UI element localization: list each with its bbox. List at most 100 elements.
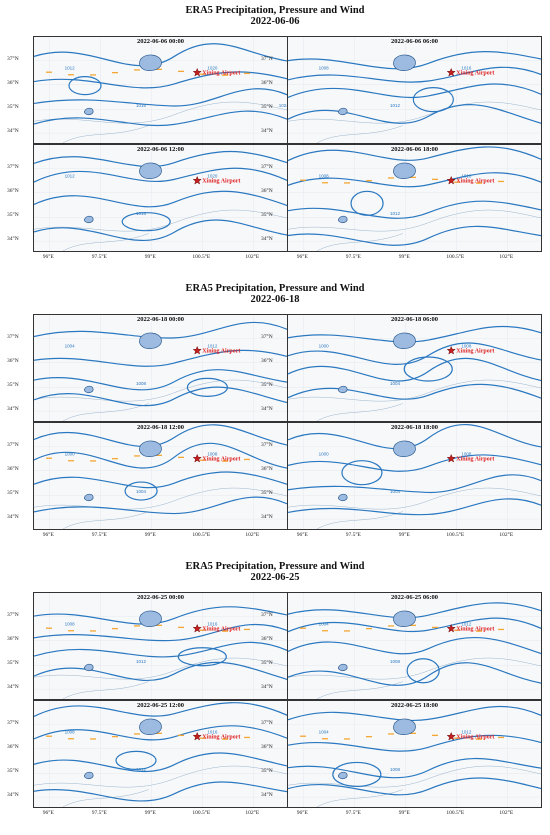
lon-tick-label: 96°E bbox=[296, 532, 308, 538]
boundary-line bbox=[288, 101, 541, 124]
lat-tick-label: 34°N bbox=[261, 684, 273, 691]
airport-star-icon bbox=[446, 175, 456, 185]
wind-arrow bbox=[410, 624, 416, 626]
lat-tick-label: 36°N bbox=[261, 357, 273, 364]
isobar bbox=[288, 146, 541, 162]
wind-arrow bbox=[388, 625, 394, 627]
wind-arrow bbox=[410, 732, 416, 734]
lon-tick-label: 96°E bbox=[296, 810, 308, 816]
boundary-line bbox=[288, 765, 541, 788]
wind-arrow bbox=[90, 74, 96, 76]
wind-arrow bbox=[68, 630, 74, 632]
lon-tick-label: 97.5°E bbox=[91, 254, 107, 260]
isobar bbox=[34, 190, 287, 208]
isobar bbox=[34, 88, 287, 107]
boundary-line bbox=[288, 209, 541, 232]
wind-arrow bbox=[344, 182, 350, 184]
map-panel: 1004 1008 1012 Xining Airport 2022-06-25 06:… bbox=[287, 592, 542, 700]
wind-arrow bbox=[244, 458, 250, 461]
wind-arrow bbox=[156, 624, 162, 626]
lat-tick-label: 37°N bbox=[7, 163, 19, 170]
lat-tick-label: 34°N bbox=[261, 236, 273, 243]
lat-tick-label: 35°N bbox=[7, 212, 19, 219]
lat-tick-label: 36°N bbox=[7, 187, 19, 194]
lat-tick-label: 36°N bbox=[7, 357, 19, 364]
boundary-line bbox=[288, 379, 541, 402]
lon-tick-label: 102°E bbox=[245, 810, 260, 816]
wind-arrow bbox=[322, 738, 328, 740]
panel-title: 2022-06-25 00:00 bbox=[136, 594, 185, 601]
boundary-line bbox=[62, 403, 149, 421]
block-title: ERA5 Precipitation, Pressure and Wind bbox=[185, 283, 365, 294]
wind-arrow bbox=[222, 460, 228, 462]
map-panel: 1008 1012 1016 Xining Airport 2022-06-25 12:… bbox=[33, 700, 288, 808]
map-panel: 1008 1012 1016 Xining Airport 2022-06-06 18:… bbox=[287, 144, 542, 252]
isobar bbox=[34, 661, 287, 682]
isobar bbox=[34, 623, 287, 642]
lake bbox=[84, 107, 94, 116]
isobar-label: 1008 bbox=[390, 767, 401, 772]
boundary-line bbox=[62, 789, 149, 807]
lake-qinghai bbox=[139, 162, 162, 179]
block-title: ERA5 Precipitation, Pressure and Wind bbox=[185, 561, 365, 572]
wind-arrow bbox=[68, 460, 74, 462]
wind-arrow bbox=[222, 738, 228, 740]
lat-tick-label: 34°N bbox=[7, 684, 19, 691]
lat-tick-label: 36°N bbox=[261, 743, 273, 750]
airport-label: Xining Airport bbox=[202, 735, 240, 741]
isobar bbox=[288, 498, 541, 516]
isobar bbox=[288, 617, 541, 633]
map-panel: 1008 1012 1016 Xining Airport 2022-06-25 00:… bbox=[33, 592, 288, 700]
isobar-label: 1008 bbox=[319, 173, 330, 178]
wind-arrow bbox=[90, 738, 96, 740]
wind-arrow bbox=[498, 736, 504, 739]
lat-tick-label: 35°N bbox=[261, 382, 273, 389]
boundary-line bbox=[288, 487, 541, 510]
lon-tick-label: 99°E bbox=[144, 532, 156, 538]
wind-arrow bbox=[366, 627, 372, 630]
airport-label: Xining Airport bbox=[202, 627, 240, 633]
lon-tick-label: 99°E bbox=[398, 810, 410, 816]
isobar-label: 1012 bbox=[136, 767, 147, 772]
lake-qinghai bbox=[139, 610, 162, 627]
lat-tick-label: 34°N bbox=[7, 406, 19, 413]
lat-tick-label: 35°N bbox=[261, 768, 273, 775]
isobar bbox=[288, 51, 541, 70]
lon-tick-label: 100.5°E bbox=[192, 254, 211, 260]
isobar-loop bbox=[412, 87, 454, 113]
lat-tick-label: 36°N bbox=[7, 635, 19, 642]
lon-tick-label: 99°E bbox=[144, 254, 156, 260]
isobar bbox=[288, 454, 541, 472]
lat-tick-label: 35°N bbox=[7, 768, 19, 775]
lat-tick-label: 37°N bbox=[7, 333, 19, 340]
isobar bbox=[288, 734, 541, 752]
lat-tick-label: 37°N bbox=[261, 441, 273, 448]
wind-arrow bbox=[454, 737, 460, 739]
isobar bbox=[288, 757, 541, 779]
lat-tick-label: 36°N bbox=[261, 79, 273, 86]
lon-tick-label: 99°E bbox=[398, 254, 410, 260]
lake-qinghai bbox=[393, 718, 416, 735]
map-panel: 1000 1004 1008 Xining Airport 2022-06-18 18:… bbox=[287, 422, 542, 530]
isobar-label: 1008 bbox=[65, 621, 76, 626]
isobar bbox=[288, 172, 541, 188]
airport-label: Xining Airport bbox=[456, 627, 494, 633]
airport-label: Xining Airport bbox=[456, 457, 494, 463]
wind-arrow bbox=[344, 738, 350, 740]
isobar-loop bbox=[68, 75, 102, 96]
airport-label: Xining Airport bbox=[202, 457, 240, 463]
lake bbox=[84, 771, 94, 780]
isobar bbox=[34, 702, 287, 717]
wind-arrow bbox=[178, 456, 184, 459]
wind-arrow bbox=[432, 626, 438, 629]
wind-arrow bbox=[46, 71, 52, 73]
isobar bbox=[288, 83, 541, 99]
isobar-label: 1008 bbox=[461, 451, 472, 456]
isobar bbox=[34, 606, 287, 625]
isobar-label: 1008 bbox=[390, 659, 401, 664]
isobar-label: 1016 bbox=[461, 65, 472, 70]
